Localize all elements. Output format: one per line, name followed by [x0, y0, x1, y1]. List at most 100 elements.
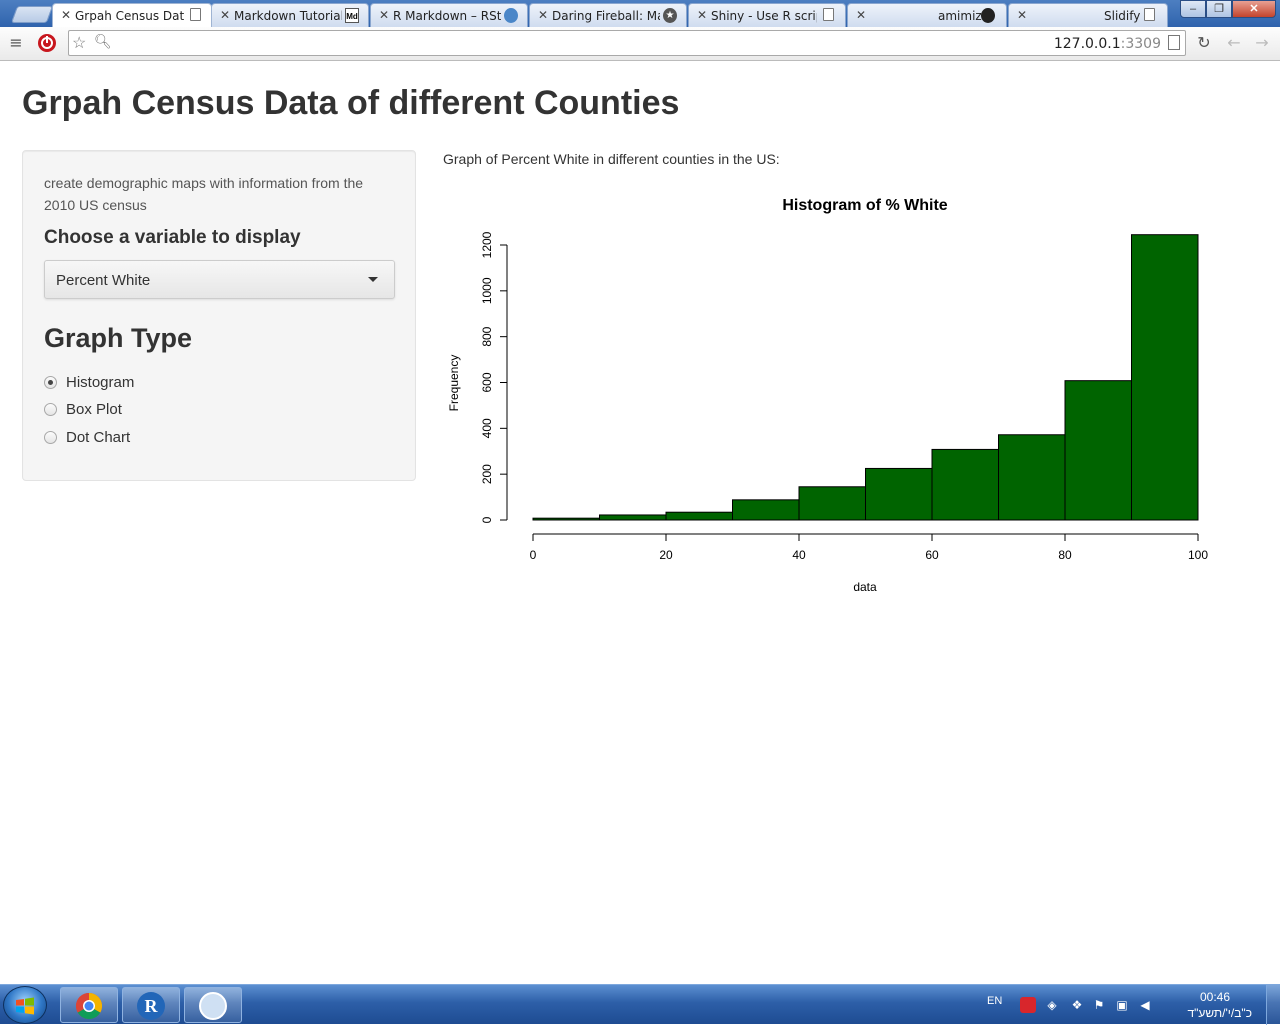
octocat-icon	[199, 992, 227, 1020]
url-host: 127.0.0.1	[1053, 36, 1121, 52]
sidebar-panel: create demographic maps with information…	[22, 150, 416, 481]
new-tab-button[interactable]	[10, 6, 54, 23]
histogram-bar	[665, 511, 733, 521]
address-bar[interactable]: ☆ 🔍︎ 127.0.0.1:3309	[68, 30, 1186, 56]
histogram-bar	[732, 499, 800, 521]
tab-close-icon[interactable]: ✕	[1017, 8, 1028, 22]
reload-icon[interactable]: ↻	[1197, 33, 1211, 52]
x-tick-label: 60	[925, 548, 939, 562]
show-desktop-button[interactable]	[1266, 985, 1280, 1025]
menu-icon[interactable]: ≡	[9, 33, 23, 52]
tab-title: amimiz	[938, 9, 982, 23]
radio-button-checked[interactable]	[44, 376, 57, 389]
windows-logo-icon	[16, 997, 34, 1015]
x-axis-label: data	[853, 580, 877, 594]
tab-close-icon[interactable]: ✕	[220, 8, 231, 22]
page-icon	[190, 8, 201, 21]
clock-time[interactable]: 00:46	[1199, 990, 1230, 1004]
tab-grpah-census-data[interactable]: ✕ Grpah Census Data	[52, 3, 212, 27]
minimize-icon[interactable]: ‒	[1180, 0, 1206, 18]
radio-button[interactable]	[44, 403, 57, 416]
tab-markdown-tutorial[interactable]: ✕ Markdown Tutorial Md	[211, 3, 369, 27]
tab-close-icon[interactable]: ✕	[538, 8, 549, 22]
y-tick-label: 200	[480, 464, 494, 484]
tab-title: Grpah Census Data	[75, 9, 185, 23]
network-icon[interactable]: ▣	[1116, 998, 1128, 1012]
md-icon: Md	[345, 8, 359, 23]
search-icon: 🔍︎	[94, 33, 112, 49]
window-close-icon[interactable]: ✕	[1232, 0, 1276, 18]
tab-title: Slidify	[1104, 9, 1141, 23]
x-tick-label: 20	[659, 548, 673, 562]
y-tick-label: 0	[480, 516, 494, 523]
page-title: Grpah Census Data of different Counties	[22, 84, 680, 122]
graph-type-heading: Graph Type	[44, 323, 193, 353]
radio-label: Dot Chart	[66, 429, 131, 446]
tab-close-icon[interactable]: ✕	[379, 8, 390, 22]
x-tick-label: 80	[1058, 548, 1072, 562]
tab-shiny[interactable]: ✕ Shiny - Use R scripts	[688, 3, 846, 27]
histogram-bars	[532, 234, 1199, 521]
volume-icon[interactable]: ◀	[1140, 998, 1150, 1012]
windows-taskbar: R EN ◈ ❖ ⚑ ▣ ◀ 00:46 כ"ב/י'/תשע"ד	[0, 984, 1280, 1025]
forward-icon[interactable]: →	[1255, 33, 1269, 52]
restore-icon[interactable]: ❐	[1206, 0, 1232, 18]
taskbar-github[interactable]	[184, 987, 242, 1023]
tab-amimiz[interactable]: ✕ amimiz	[847, 3, 1007, 27]
histogram-bar	[865, 467, 933, 521]
chart-title: Histogram of % White	[782, 197, 947, 214]
tab-r-markdown[interactable]: ✕ R Markdown – RStu	[370, 3, 528, 27]
graph-caption: Graph of Percent White in different coun…	[443, 151, 780, 167]
shield-icon[interactable]: ◈	[1047, 998, 1057, 1012]
tab-close-icon[interactable]: ✕	[856, 8, 867, 22]
chrome-icon	[75, 992, 103, 1020]
sidebar-intro-text: create demographic maps with information…	[44, 175, 364, 213]
page-info-icon[interactable]	[1168, 35, 1180, 50]
adblock-icon[interactable]	[37, 33, 57, 53]
histogram-bar	[931, 448, 999, 521]
variable-select-label: Choose a variable to display	[44, 227, 301, 248]
variable-select-value: Percent White	[56, 272, 151, 289]
language-indicator[interactable]: EN	[987, 995, 1003, 1007]
page-icon	[1144, 8, 1155, 21]
start-button[interactable]	[3, 986, 47, 1024]
y-tick-label: 600	[480, 372, 494, 392]
star-icon: ★	[663, 8, 677, 23]
github-icon	[981, 8, 995, 23]
y-tick-label: 400	[480, 418, 494, 438]
action-center-flag-icon[interactable]: ⚑	[1093, 998, 1105, 1012]
url-text: 127.0.0.1:3309	[1054, 36, 1161, 52]
r-icon: R	[137, 992, 165, 1020]
tab-close-icon[interactable]: ✕	[61, 8, 72, 22]
tab-title: Markdown Tutorial	[234, 9, 342, 23]
dropbox-icon[interactable]: ❖	[1071, 998, 1083, 1012]
tab-title: Daring Fireball: Mar	[552, 9, 660, 23]
tab-close-icon[interactable]: ✕	[697, 8, 708, 22]
histogram-bar	[998, 434, 1066, 521]
x-tick-label: 40	[792, 548, 806, 562]
y-axis: 0 200 400 600 800 1000 1200	[480, 231, 508, 523]
taskbar-chrome[interactable]	[60, 987, 118, 1023]
histogram-bar	[798, 486, 866, 521]
variable-select[interactable]: Percent White	[44, 260, 395, 299]
x-axis: 0 20 40 60 80 100	[530, 533, 1208, 562]
tab-slidify[interactable]: ✕ Slidify	[1008, 3, 1168, 27]
tab-title: Shiny - Use R scripts	[711, 9, 817, 23]
histogram-bar	[1064, 380, 1132, 521]
y-axis-label: Frequency	[447, 355, 461, 412]
tab-title: R Markdown – RStu	[393, 9, 501, 23]
radio-label: Histogram	[66, 374, 135, 391]
browser-tab-strip: ✕ Grpah Census Data ✕ Markdown Tutorial …	[0, 0, 1280, 27]
histogram-bar	[1131, 234, 1199, 521]
bookmark-star-icon[interactable]: ☆	[72, 35, 87, 52]
x-tick-label: 0	[530, 548, 537, 562]
taskbar-r[interactable]: R	[122, 987, 180, 1023]
histogram-bar	[532, 517, 600, 521]
radio-button[interactable]	[44, 431, 57, 444]
rstudio-icon	[504, 8, 518, 23]
back-icon[interactable]: ←	[1227, 33, 1241, 52]
clock-date[interactable]: כ"ב/י'/תשע"ד	[1187, 1006, 1252, 1020]
tab-daring-fireball[interactable]: ✕ Daring Fireball: Mar ★	[529, 3, 687, 27]
x-tick-label: 100	[1188, 548, 1208, 562]
antivirus-icon[interactable]	[1020, 997, 1036, 1013]
